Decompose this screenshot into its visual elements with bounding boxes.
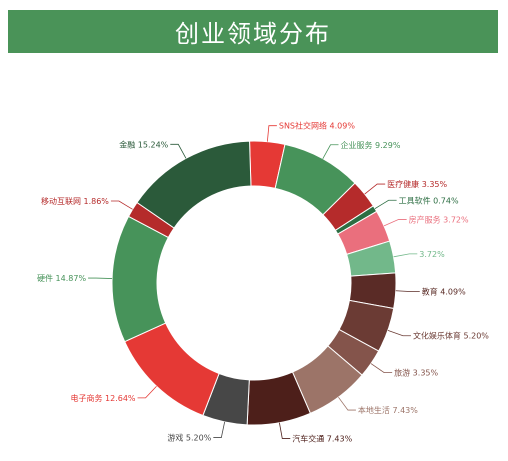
leader-line [393, 253, 418, 258]
slice-label: 移动互联网 1.86% [41, 196, 109, 206]
slice-label: 硬件 14.87% [37, 273, 86, 283]
slice-label: 电子商务 12.64% [70, 393, 135, 403]
slice-label: 汽车交通 7.43% [292, 433, 352, 443]
slice-label: 企业服务 9.29% [341, 140, 401, 150]
slice-label: 教育 4.09% [422, 287, 466, 297]
donut-slice-电子商务[interactable] [124, 322, 220, 417]
slice-label: 医疗健康 3.35% [387, 179, 447, 189]
slice-label: 工具软件 0.74% [399, 195, 459, 205]
slice-label: 文化娱乐体育 5.20% [413, 331, 489, 341]
slice-label: 金融 15.24% [119, 139, 168, 149]
leader-line [279, 422, 291, 439]
slice-label: 3.72% [419, 250, 445, 259]
slice-label: 游戏 5.20% [167, 433, 211, 443]
leader-line [170, 143, 187, 159]
leader-line [370, 363, 393, 373]
leader-line [88, 277, 113, 279]
leader-line [395, 290, 420, 293]
leader-line [110, 200, 133, 210]
leader-line [213, 421, 226, 438]
donut-slice-硬件[interactable] [111, 215, 170, 343]
leader-line [364, 183, 386, 195]
leader-line [374, 199, 397, 209]
slice-label: 房产服务 3.72% [409, 214, 469, 224]
leader-line [387, 329, 411, 337]
slice-label: 旅游 3.35% [394, 368, 438, 378]
leader-line [137, 385, 157, 399]
donut-slice-金融[interactable] [136, 140, 252, 229]
leader-line [322, 144, 339, 159]
slice-label: SNS社交网络 4.09% [279, 121, 355, 131]
chart-title: 创业领域分布 [175, 20, 331, 48]
leader-line [338, 396, 356, 411]
title-bar: 创业领域分布 [8, 10, 498, 53]
slice-label: 本地生活 7.43% [358, 405, 418, 415]
leader-line [266, 125, 277, 142]
leader-line [383, 219, 407, 227]
